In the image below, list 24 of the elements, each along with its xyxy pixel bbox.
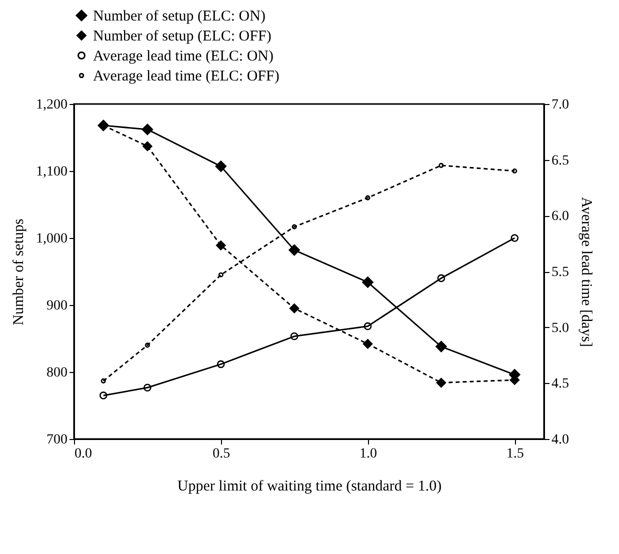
y2-tick-label: 5.0 — [552, 320, 569, 336]
y2-axis-title: Average lead time [days] — [578, 196, 594, 348]
x-tick-label: 1.0 — [360, 446, 377, 462]
y-tick-label: 700 — [46, 432, 68, 448]
y-tick-label: 1,000 — [36, 232, 68, 246]
y2-tick-label: 7.0 — [552, 98, 569, 112]
y-tick-label: 1,200 — [36, 98, 68, 112]
legend-label: Average lead time (ELC: OFF) — [93, 68, 280, 84]
legend-label: Number of setup (ELC: OFF) — [93, 28, 272, 44]
y2-tick-label: 6.5 — [552, 153, 569, 168]
legend-label: Average lead time (ELC: ON) — [93, 48, 274, 64]
y2-tick-label: 4.0 — [552, 432, 569, 448]
y-tick-label: 1,100 — [36, 164, 68, 180]
y-tick-label: 800 — [46, 366, 68, 380]
y2-tick-label: 5.5 — [552, 265, 569, 280]
y2-tick-label: 6.0 — [552, 209, 569, 224]
y-tick-label: 900 — [46, 298, 68, 314]
x-tick-label: 0.0 — [74, 446, 92, 462]
x-tick-label: 0.5 — [212, 446, 230, 462]
y2-tick-label: 4.5 — [552, 376, 569, 392]
x-axis-title: Upper limit of waiting time (standard = 1.0) — [177, 478, 442, 494]
y-axis-title: Number of setups — [11, 218, 27, 326]
x-tick-label: 1.5 — [506, 446, 524, 462]
legend-label: Number of setup (ELC: ON) — [93, 8, 266, 24]
